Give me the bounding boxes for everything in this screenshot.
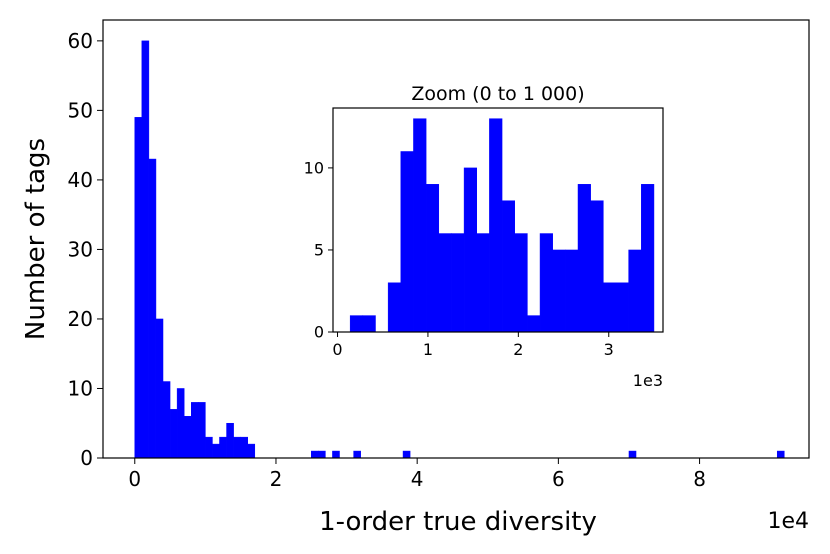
inset-bar-4 xyxy=(400,151,414,333)
main-x-tick-label: 2 xyxy=(270,467,283,491)
main-y-tick-label: 0 xyxy=(80,446,93,470)
inset-bar-19 xyxy=(590,200,604,333)
main-x-tick-label: 8 xyxy=(693,467,706,491)
main-bar-20 xyxy=(353,450,361,459)
main-bar-18 xyxy=(318,450,326,459)
inset-bar-14 xyxy=(527,315,541,333)
inset-x-ticks: 0 1 2 3 xyxy=(332,332,614,359)
inset-bar-12 xyxy=(501,200,515,333)
main-y-tick-label: 30 xyxy=(68,237,93,261)
main-x-tick-label: 0 xyxy=(128,467,141,491)
main-y-tick-label: 50 xyxy=(68,98,93,122)
inset-bar-15 xyxy=(539,233,553,333)
main-bar-3 xyxy=(155,318,164,459)
inset-x-offset-label: 1e3 xyxy=(633,371,663,390)
inset-x-tick-label: 0 xyxy=(332,340,342,359)
main-bar-10 xyxy=(205,436,213,459)
inset-bar-10 xyxy=(476,233,490,333)
main-bar-17 xyxy=(311,450,319,459)
x-axis-label: 1-order true diversity xyxy=(319,507,597,537)
inset-y-tick-label: 10 xyxy=(304,158,324,177)
inset-bar-13 xyxy=(514,233,528,333)
inset-bar-0 xyxy=(349,315,364,333)
inset-bar-5 xyxy=(413,118,427,333)
main-bar-16 xyxy=(247,443,256,459)
main-y-tick-label: 60 xyxy=(68,29,93,53)
zoom-inset-histogram: 0 1 2 3 0 5 10 Zoom (0 to 1 000) 1e3 xyxy=(304,83,664,390)
main-bar-8 xyxy=(191,402,199,459)
main-bar-7 xyxy=(183,416,192,459)
x-axis-offset-label: 1e4 xyxy=(767,509,809,534)
inset-bar-3 xyxy=(387,282,402,333)
inset-bar-17 xyxy=(565,249,579,333)
main-bar-19 xyxy=(332,450,340,459)
inset-bar-21 xyxy=(615,282,629,333)
inset-plot-frame xyxy=(332,107,664,333)
main-y-tick-label: 20 xyxy=(68,307,93,331)
inset-x-tick-label: 3 xyxy=(604,340,614,359)
inset-bar-8 xyxy=(451,233,465,333)
inset-y-tick-label: 5 xyxy=(314,241,324,260)
inset-bar-11 xyxy=(489,118,503,333)
inset-bar-16 xyxy=(552,249,566,333)
main-y-tick-label: 40 xyxy=(68,168,93,192)
main-bar-23 xyxy=(776,450,785,459)
main-bar-5 xyxy=(169,409,178,459)
inset-bar-6 xyxy=(425,184,440,333)
inset-x-tick-label: 1 xyxy=(423,340,433,359)
inset-bar-23 xyxy=(641,184,655,333)
inset-y-tick-label: 0 xyxy=(314,323,324,342)
inset-bar-20 xyxy=(603,282,617,333)
main-y-ticks: 0 10 20 30 40 50 60 xyxy=(68,29,103,470)
inset-bar-22 xyxy=(628,249,642,333)
main-x-tick-label: 6 xyxy=(552,467,565,491)
main-bar-14 xyxy=(233,436,241,459)
main-x-tick-label: 4 xyxy=(411,467,424,491)
main-bar-4 xyxy=(162,381,171,459)
main-bar-0 xyxy=(134,117,143,459)
inset-title: Zoom (0 to 1 000) xyxy=(411,83,584,105)
main-y-tick-label: 10 xyxy=(68,376,93,400)
main-bar-11 xyxy=(212,443,220,459)
main-bars xyxy=(134,40,785,459)
inset-bar-1 xyxy=(362,315,376,333)
main-plot-frame xyxy=(102,19,810,459)
main-x-ticks: 0 2 4 6 8 xyxy=(128,458,706,491)
main-bar-22 xyxy=(628,450,637,459)
main-bar-2 xyxy=(148,158,157,459)
inset-x-tick-label: 2 xyxy=(513,340,523,359)
main-bar-6 xyxy=(176,388,185,459)
y-axis-label: Number of tags xyxy=(21,138,51,340)
inset-bar-7 xyxy=(438,233,452,333)
main-bar-21 xyxy=(402,450,411,459)
main-bar-13 xyxy=(226,422,234,459)
main-bar-9 xyxy=(198,402,206,459)
main-bar-12 xyxy=(219,436,227,459)
main-bar-15 xyxy=(240,436,248,459)
main-bar-1 xyxy=(141,40,150,459)
inset-bar-9 xyxy=(463,167,478,333)
inset-bar-18 xyxy=(577,184,591,333)
inset-y-ticks: 0 5 10 xyxy=(304,158,333,342)
